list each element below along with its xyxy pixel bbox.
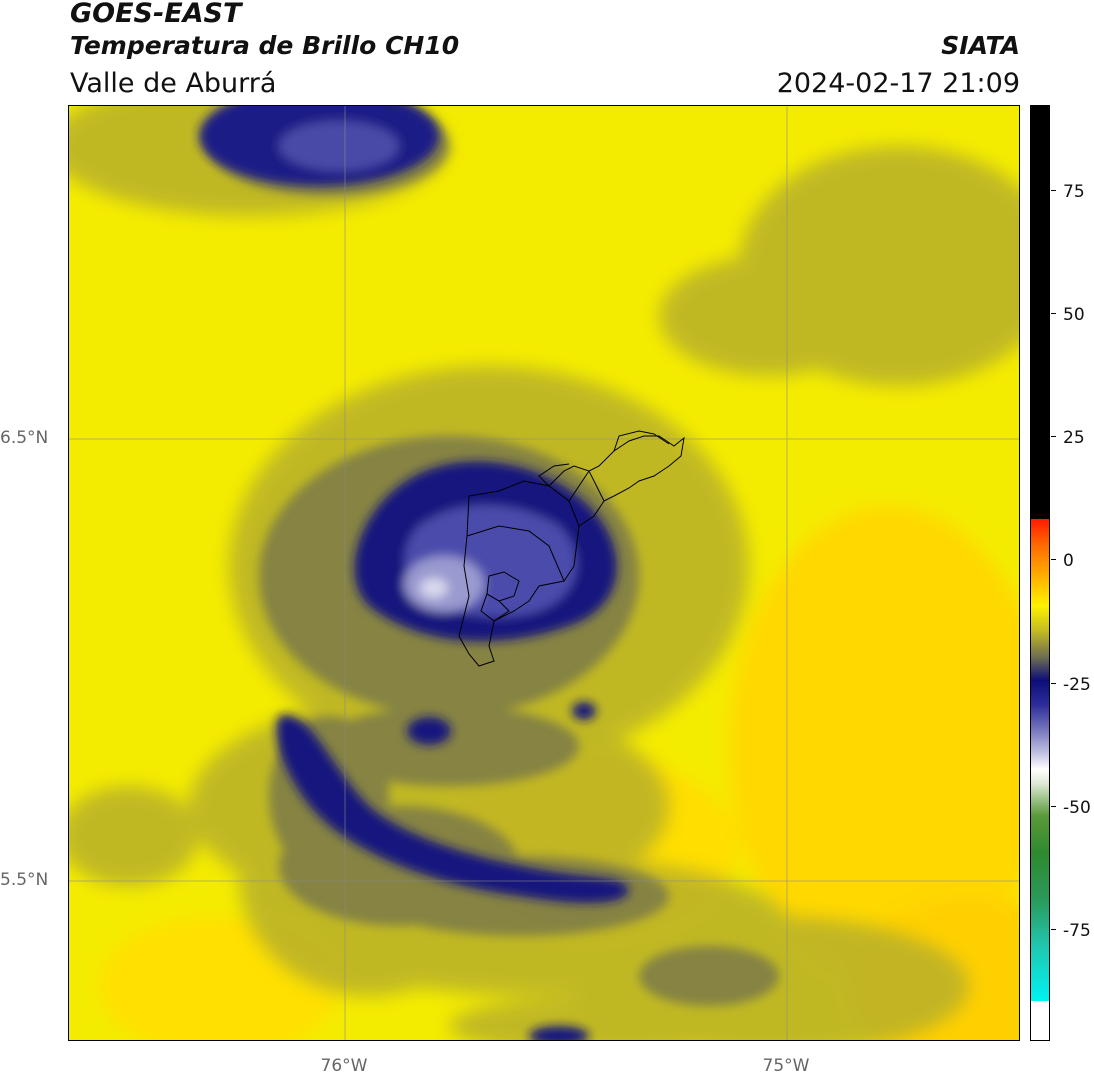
- longitude-label: 76°W: [320, 1056, 368, 1076]
- colorbar-label: -25: [1063, 675, 1091, 695]
- colorbar-tick: [1051, 313, 1056, 314]
- colorbar-label: 0: [1063, 551, 1074, 571]
- colorbar-tick: [1051, 683, 1056, 684]
- latitude-label: 5.5°N: [0, 870, 49, 890]
- longitude-label: 75°W: [762, 1056, 810, 1076]
- colorbar-tick: [1051, 559, 1056, 560]
- latitude-label: 6.5°N: [0, 428, 49, 448]
- colorbar: [1030, 105, 1050, 1041]
- municipal-boundaries: [458, 430, 685, 667]
- colorbar-label: 50: [1063, 305, 1085, 325]
- map-title: GOES-EAST: [70, 0, 242, 29]
- colorbar-label: 25: [1063, 428, 1085, 448]
- colorbar-tick: [1051, 806, 1056, 807]
- brightness-temperature-field: [69, 106, 1019, 1040]
- colorbar-label: -75: [1063, 921, 1091, 941]
- colorbar-label: 75: [1063, 182, 1085, 202]
- datetime-label: 2024-02-17 21:09: [776, 68, 1020, 99]
- colorbar-label: -50: [1063, 798, 1091, 818]
- cold-cloud-tops: [199, 106, 629, 1040]
- map-subtitle: Temperatura de Brillo CH10: [70, 31, 460, 60]
- colorbar-tick: [1051, 190, 1056, 191]
- region-label: Valle de Aburrá: [70, 68, 277, 99]
- colorbar-tick: [1051, 436, 1056, 437]
- colorbar-tick: [1051, 929, 1056, 930]
- organization-label: SIATA: [941, 31, 1020, 60]
- satellite-map: [68, 105, 1020, 1041]
- graticule: [69, 106, 1019, 1040]
